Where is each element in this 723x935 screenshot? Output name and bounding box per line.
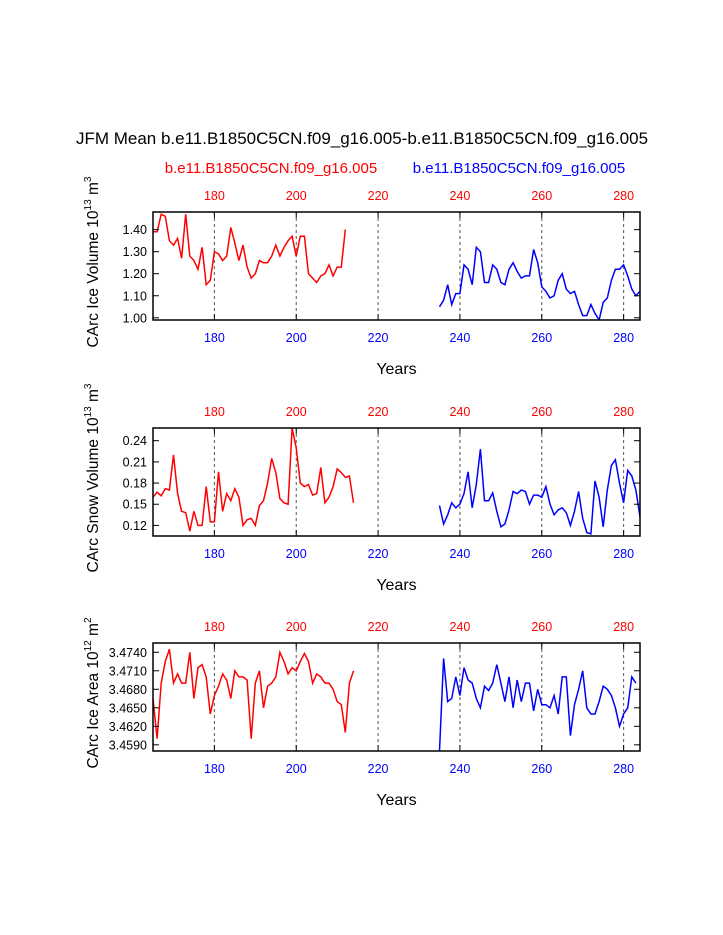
y-tick-label: 0.12 (123, 519, 147, 533)
bottom-tick-label: 220 (368, 762, 389, 776)
y-tick-label: 3.4740 (109, 646, 147, 660)
ice-volume-panel: 1.00 1.10 1.20 1.30 1.40 180 200 220 240 260 280 18… (83, 176, 641, 378)
y-tick-label: 1.00 (123, 311, 147, 325)
case2-line (438, 449, 640, 535)
plot-frame (152, 642, 641, 752)
case1-line (153, 428, 355, 532)
top-tick-label: 240 (450, 620, 471, 634)
top-tick-label: 280 (613, 405, 634, 419)
top-tick-label: 220 (368, 405, 389, 419)
top-tick-label: 180 (204, 189, 225, 203)
ice-area-panel: 3.4590 3.4620 3.4650 3.4680 3.4710 3.4740 180 2… (83, 617, 641, 809)
y-tick-label: 1.40 (123, 223, 147, 237)
y-tick-label: 3.4590 (109, 738, 147, 752)
bottom-tick-label: 260 (531, 762, 552, 776)
bottom-tick-label: 240 (450, 762, 471, 776)
bottom-tick-label: 200 (286, 762, 307, 776)
bottom-tick-label: 200 (286, 547, 307, 561)
y-axis-label: CArc Snow Volume 1013 m3 (83, 383, 102, 572)
bottom-tick-label: 200 (286, 331, 307, 345)
bottom-tick-label: 220 (368, 331, 389, 345)
top-tick-label: 280 (613, 189, 634, 203)
bottom-tick-label: 180 (204, 762, 225, 776)
bottom-tick-label: 240 (450, 331, 471, 345)
case1-line (153, 648, 355, 739)
y-tick-label: 1.20 (123, 267, 147, 281)
y-tick-label: 0.15 (123, 498, 147, 512)
y-tick-label: 0.21 (123, 455, 147, 469)
top-tick-label: 260 (531, 405, 552, 419)
y-tick-label: 3.4680 (109, 683, 147, 697)
top-tick-label: 200 (286, 189, 307, 203)
bottom-tick-label: 260 (531, 331, 552, 345)
case2-line (438, 658, 637, 751)
y-tick-label: 1.30 (123, 245, 147, 259)
top-tick-label: 280 (613, 620, 634, 634)
bottom-tick-label: 280 (613, 331, 634, 345)
top-tick-label: 180 (204, 620, 225, 634)
snow-volume-panel: 0.12 0.15 0.18 0.21 0.24 180 200 220 240 260 280 18… (83, 383, 641, 594)
top-tick-label: 260 (531, 189, 552, 203)
x-axis-label: Years (376, 792, 416, 809)
y-tick-label: 0.24 (123, 434, 147, 448)
top-tick-label: 240 (450, 189, 471, 203)
bottom-tick-label: 280 (613, 762, 634, 776)
x-axis-label: Years (376, 361, 416, 378)
x-axis-label: Years (376, 577, 416, 594)
top-tick-label: 240 (450, 405, 471, 419)
top-tick-label: 200 (286, 405, 307, 419)
plot-frame (152, 211, 641, 321)
bottom-tick-label: 280 (613, 547, 634, 561)
y-tick-label: 3.4650 (109, 701, 147, 715)
top-tick-label: 220 (368, 189, 389, 203)
y-tick-label: 0.18 (123, 477, 147, 491)
top-tick-label: 180 (204, 405, 225, 419)
case2-line (438, 245, 640, 320)
legend-case2-label: b.e11.B1850C5CN.f09_g16.005 (413, 160, 625, 177)
y-tick-label: 3.4620 (109, 720, 147, 734)
y-axis-label: CArc Ice Area 1012 m2 (83, 617, 102, 769)
legend-case1-label: b.e11.B1850C5CN.f09_g16.005 (165, 160, 377, 177)
figure-title: JFM Mean b.e11.B1850C5CN.f09_g16.005-b.e… (76, 129, 648, 148)
top-tick-label: 260 (531, 620, 552, 634)
y-tick-label: 3.4710 (109, 664, 147, 678)
top-tick-label: 200 (286, 620, 307, 634)
bottom-tick-label: 180 (204, 547, 225, 561)
bottom-tick-label: 220 (368, 547, 389, 561)
y-tick-label: 1.10 (123, 289, 147, 303)
bottom-tick-label: 180 (204, 331, 225, 345)
bottom-tick-label: 260 (531, 547, 552, 561)
plot-frame (152, 427, 641, 537)
case1-line (153, 213, 347, 287)
top-tick-label: 220 (368, 620, 389, 634)
bottom-tick-label: 240 (450, 547, 471, 561)
y-axis-label: CArc Ice Volume 1013 m3 (83, 176, 102, 347)
